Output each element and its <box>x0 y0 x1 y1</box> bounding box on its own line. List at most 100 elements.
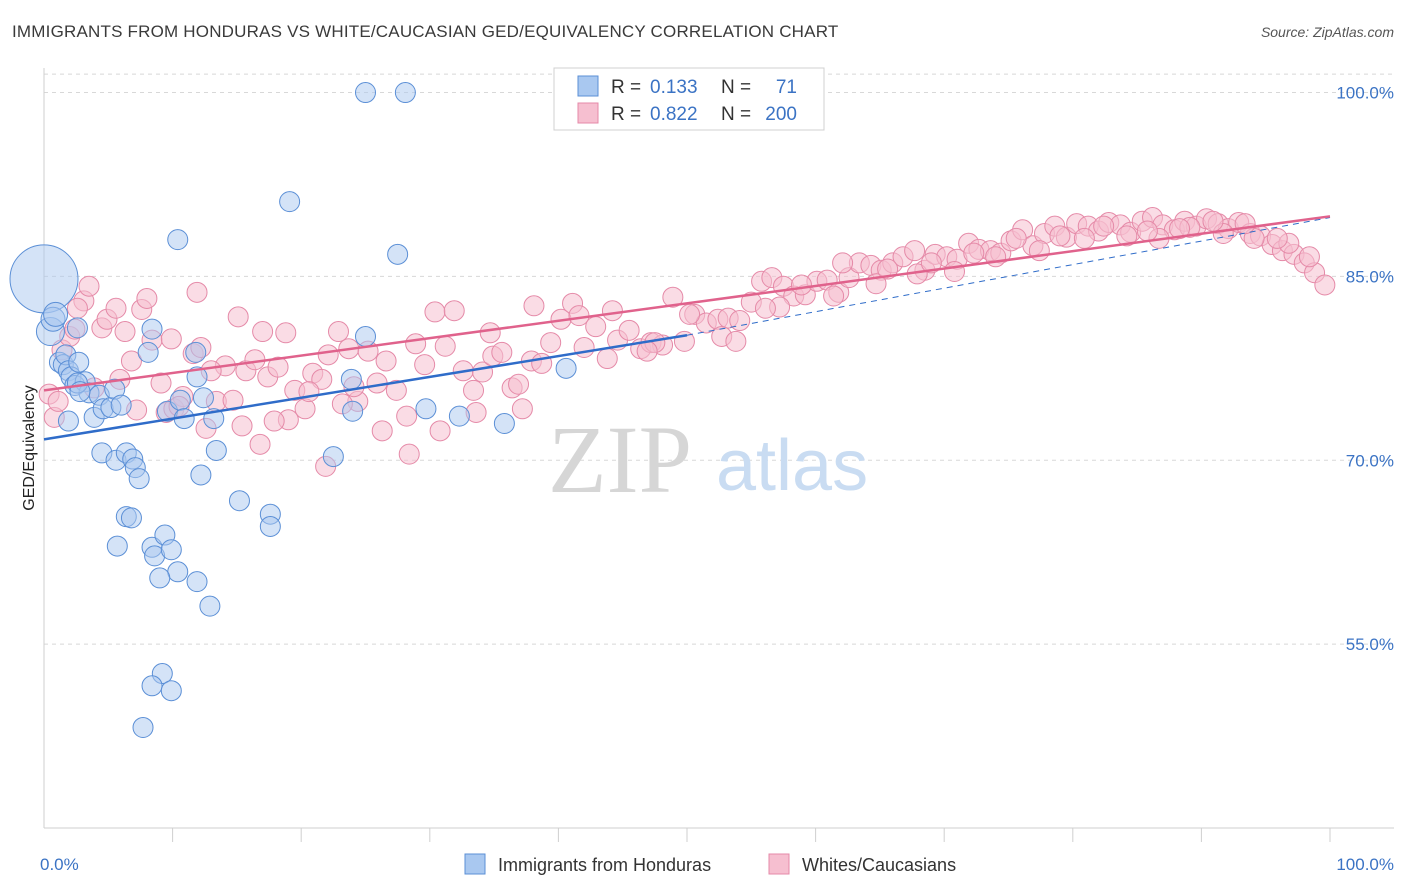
series-immigrants-from-honduras <box>9 82 577 738</box>
data-point-honduras <box>167 229 189 251</box>
data-point-whites <box>523 295 545 317</box>
data-point-whites <box>1116 225 1138 247</box>
data-point-honduras <box>43 301 69 327</box>
data-point-whites <box>371 420 393 442</box>
data-point-whites <box>385 379 407 401</box>
data-point-whites <box>414 354 436 376</box>
y-tick-label: 55.0% <box>1346 635 1394 654</box>
bottom-legend-label-honduras: Immigrants from Honduras <box>498 855 711 875</box>
trend-line-honduras <box>43 333 688 441</box>
data-point-honduras <box>340 368 362 390</box>
data-point-honduras <box>128 468 150 490</box>
data-point-whites <box>1073 227 1095 249</box>
data-point-whites <box>160 328 182 350</box>
data-point-whites <box>877 258 899 280</box>
x-tick-label-max: 100.0% <box>1336 855 1394 874</box>
data-point-honduras <box>160 680 182 702</box>
data-point-whites <box>618 319 640 341</box>
data-point-whites <box>729 310 751 332</box>
data-point-honduras <box>448 405 470 427</box>
data-point-honduras <box>106 535 128 557</box>
data-point-honduras <box>141 675 163 697</box>
data-point-honduras <box>66 317 88 339</box>
data-point-whites <box>508 373 530 395</box>
y-tick-label: 70.0% <box>1346 451 1394 470</box>
data-point-whites <box>823 285 845 307</box>
data-point-whites <box>573 336 595 358</box>
data-point-honduras <box>141 318 163 340</box>
data-point-whites <box>443 300 465 322</box>
data-point-whites <box>263 410 285 432</box>
legend-n-label-1: N = <box>721 77 751 98</box>
data-point-whites <box>943 260 965 282</box>
data-point-honduras <box>185 341 207 363</box>
data-point-honduras <box>186 366 208 388</box>
legend-r-value-2: 0.822 <box>650 104 698 125</box>
data-point-whites <box>429 420 451 442</box>
data-point-whites <box>327 321 349 343</box>
data-point-honduras <box>167 561 189 583</box>
data-point-whites <box>136 287 158 309</box>
data-point-honduras <box>355 325 376 347</box>
data-point-honduras <box>137 341 159 363</box>
data-point-whites <box>227 306 249 328</box>
watermark: ZIP atlas <box>548 406 868 513</box>
y-tick-label: 85.0% <box>1346 267 1394 286</box>
data-point-whites <box>491 341 513 363</box>
data-point-whites <box>398 443 420 465</box>
data-point-whites <box>120 350 142 372</box>
data-point-whites <box>1266 227 1288 249</box>
data-point-whites <box>585 316 607 338</box>
bottom-legend-label-whites: Whites/Caucasians <box>802 855 956 875</box>
data-point-honduras <box>190 464 212 486</box>
data-point-honduras <box>205 439 227 461</box>
data-point-whites <box>540 332 562 354</box>
legend-r-label-2: R = <box>611 104 641 125</box>
data-point-honduras <box>228 490 250 512</box>
bottom-legend-swatch-blue <box>464 853 486 875</box>
trend-line-honduras-extension <box>686 217 1331 336</box>
data-point-whites <box>114 321 136 343</box>
data-point-whites <box>601 300 623 322</box>
data-point-whites <box>252 321 274 343</box>
watermark-zip: ZIP <box>548 406 692 513</box>
data-point-whites <box>662 286 684 308</box>
legend-swatch-blue <box>577 75 599 97</box>
data-point-whites <box>463 379 485 401</box>
data-point-whites <box>904 240 926 262</box>
data-point-whites <box>1093 215 1115 237</box>
legend-r-value-1: 0.133 <box>650 77 698 98</box>
data-point-whites <box>1314 274 1336 296</box>
legend-swatch-pink <box>577 102 599 124</box>
data-point-honduras <box>342 400 364 422</box>
data-point-whites <box>1234 213 1256 235</box>
data-point-whites <box>311 368 333 390</box>
data-point-whites <box>725 330 747 352</box>
data-point-honduras <box>199 595 221 617</box>
legend-n-value-2: 200 <box>765 104 797 125</box>
data-point-whites <box>375 350 397 372</box>
bottom-legend: Immigrants from Honduras Whites/Caucasia… <box>464 853 956 875</box>
data-point-whites <box>249 433 271 455</box>
data-point-whites <box>366 372 388 394</box>
watermark-atlas: atlas <box>716 426 868 506</box>
y-axis-tick-labels: 100.0% 85.0% 70.0% 55.0% <box>1336 84 1394 655</box>
bottom-legend-swatch-pink <box>768 853 790 875</box>
chart-source: Source: ZipAtlas.com <box>1260 24 1394 40</box>
data-point-honduras <box>57 410 79 432</box>
data-point-honduras <box>132 716 154 738</box>
data-point-whites <box>294 398 316 420</box>
data-point-whites <box>434 335 456 357</box>
legend: R = 0.133 N = 71 R = 0.822 N = 200 <box>553 67 825 131</box>
data-point-whites <box>1202 210 1224 232</box>
data-point-honduras <box>68 351 90 373</box>
data-point-honduras <box>9 244 79 314</box>
legend-r-label-1: R = <box>611 77 641 98</box>
data-point-honduras <box>322 446 344 468</box>
data-point-whites <box>150 372 172 394</box>
x-tick-label-min: 0.0% <box>40 855 79 874</box>
data-point-honduras <box>259 515 281 537</box>
data-point-whites <box>396 405 418 427</box>
data-point-honduras <box>415 398 437 420</box>
axes <box>43 68 1394 829</box>
